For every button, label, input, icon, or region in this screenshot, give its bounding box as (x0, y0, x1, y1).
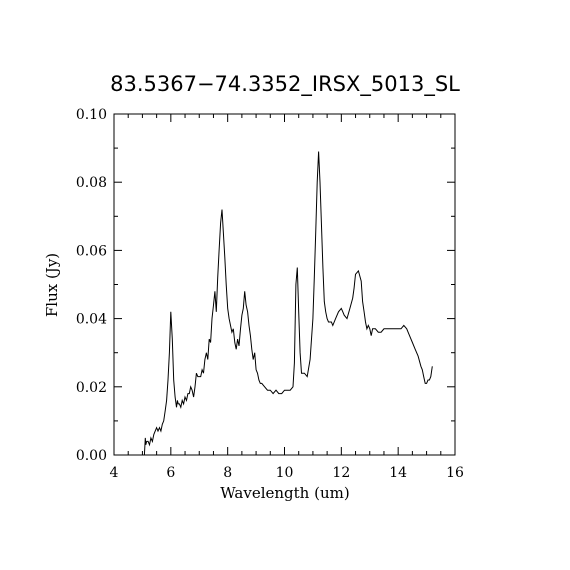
x-tick-label: 6 (166, 465, 175, 481)
y-tick-label: 0.08 (76, 175, 107, 191)
y-tick-label: 0.02 (76, 380, 107, 396)
y-tick-label: 0.00 (76, 448, 107, 464)
x-tick-label: 4 (110, 465, 119, 481)
y-tick-label: 0.06 (76, 243, 107, 259)
x-tick-label: 8 (223, 465, 232, 481)
plot-frame (113, 113, 456, 456)
y-tick-label: 0.04 (76, 312, 107, 328)
y-axis: 0.00 0.02 0.04 0.06 0.08 0.10 (76, 107, 455, 464)
x-tick-label: 14 (389, 465, 407, 481)
x-tick-label: 10 (276, 465, 294, 481)
x-tick-label: 12 (332, 465, 350, 481)
series-line-flux (143, 151, 433, 456)
x-axis: 4 6 8 10 12 14 16 (110, 114, 464, 481)
x-tick-label: 16 (446, 465, 464, 481)
y-tick-label: 0.10 (76, 107, 107, 123)
chart-title: 83.5367−74.3352_IRSX_5013_SL (110, 72, 460, 97)
y-axis-label: Flux (Jy) (43, 253, 61, 317)
x-axis-label: Wavelength (um) (220, 484, 349, 502)
